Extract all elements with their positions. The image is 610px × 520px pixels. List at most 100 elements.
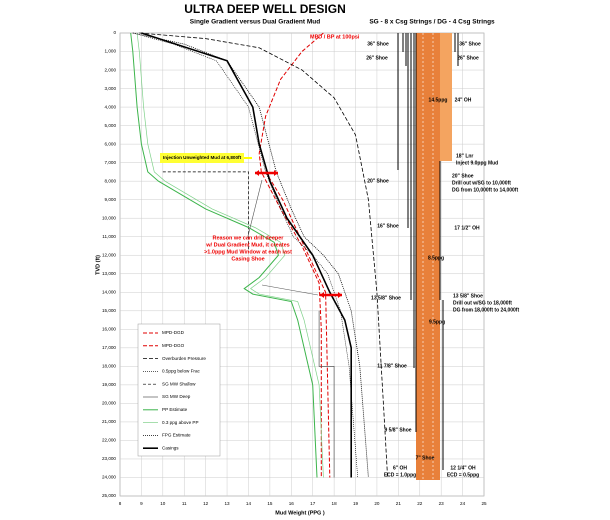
y-axis-label: TVD (ft) [95, 255, 101, 275]
y-tick-label: 24,000 [102, 475, 116, 480]
annotation: 8.5ppg [428, 255, 444, 261]
annotation: 20" Shoe [452, 173, 474, 179]
x-tick-label: 13 [224, 501, 230, 506]
annotation: Drill out w/SG to 18,000ft [453, 300, 512, 306]
riser [416, 33, 440, 480]
annotation: DG from 10,000ft to 14,000ft [452, 187, 518, 193]
annotation: 14.5ppg [429, 97, 448, 103]
annotation: 6" OH [393, 465, 407, 471]
chart-title: ULTRA DEEP WELL DESIGN [184, 2, 346, 16]
legend-label: 0.3 ppg above PP [162, 420, 199, 425]
well-schematic [397, 33, 459, 480]
x-tick-label: 10 [160, 501, 166, 506]
annotation: 16" Shoe [377, 223, 399, 229]
y-tick-label: 15,000 [102, 308, 116, 313]
annotation: Inject 9.0ppg Mud [456, 160, 498, 166]
annotation-box [160, 153, 244, 163]
legend-label: FPG Estimate [162, 433, 191, 438]
series-line [130, 32, 318, 478]
series-line [139, 32, 388, 478]
legend-label: 0.5ppg below Frac [162, 369, 200, 374]
x-tick-label: 22 [417, 501, 423, 506]
annotation: 26" Shoe [366, 55, 388, 61]
x-tick-label: 21 [396, 501, 402, 506]
annotation: Drill out w/SG to 10,000ft [452, 180, 511, 186]
annotation: 9.5ppg [429, 319, 445, 325]
x-tick-label: 23 [439, 501, 445, 506]
y-tick-label: 4,000 [105, 104, 117, 109]
y-tick-label: 5,000 [105, 123, 117, 128]
annotation: Injection Unweighted Mud at 6,800ft [163, 155, 242, 160]
annotation: 13 5/8" Shoe [371, 295, 401, 301]
series-line [265, 171, 331, 478]
annotation: w/ Dual Gradient Mud, it creates [205, 242, 289, 248]
y-tick-label: 20,000 [102, 401, 116, 406]
x-tick-label: 18 [332, 501, 338, 506]
y-tick-label: 14,000 [102, 289, 116, 294]
annotation: 13 5/8" Shoe [453, 293, 483, 299]
series-line [136, 32, 324, 478]
y-tick-label: 21,000 [102, 419, 116, 424]
legend-label: MPD-DGD [162, 330, 185, 335]
y-tick-label: 23,000 [102, 456, 116, 461]
annotation: DG from 18,000ft to 24,000ft [453, 307, 519, 313]
legend: MPD-DGD MPD-DGO Overburden Pressure 0.5ppg … [137, 323, 221, 457]
x-tick-label: 14 [246, 501, 252, 506]
x-axis-label: Mud Weight (PPG ) [275, 510, 325, 516]
y-tick-label: 17,000 [102, 345, 116, 350]
y-tick-label: 19,000 [102, 382, 116, 387]
x-tick-label: 12 [203, 501, 209, 506]
annotation: 18" Lnr [456, 153, 473, 159]
y-tick-label: 18,000 [102, 364, 116, 369]
annotations: 36" Shoe 36" Shoe 26" Shoe 26" Shoe 24" OH 14… [204, 41, 519, 478]
x-tick-label: 9 [140, 501, 143, 506]
y-tick-label: 1,000 [105, 49, 117, 54]
annotation: Reason we can drill deeper [213, 235, 285, 241]
annotation: ECD = 0.5ppg [447, 472, 479, 478]
annotation: 26" Shoe [457, 55, 479, 61]
annotation: 17 1/2" OH [454, 225, 480, 231]
chart-subtitle: Single Gradient versus Dual Gradient Mud [190, 19, 320, 26]
annotation: 36" Shoe [367, 41, 389, 47]
x-tick-label: 8 [119, 501, 122, 506]
annotation: Casing Shoe [231, 256, 264, 262]
y-tick-label: 25,000 [102, 493, 116, 498]
y-tick-label: 11,000 [102, 234, 116, 239]
plot [130, 32, 388, 478]
y-tick-label: 9,000 [105, 197, 117, 202]
legend-label: PP Estimate [162, 407, 188, 412]
series-line [132, 32, 358, 478]
y-tick-label: 2,000 [105, 67, 117, 72]
annotation: >1.0ppg Mud Window at each last [204, 249, 292, 255]
y-tick-label: 13,000 [102, 271, 116, 276]
annotation: 9 5/8" Shoe [384, 427, 411, 433]
y-tick-label: 16,000 [102, 327, 116, 332]
annotation: 20" Shoe [367, 178, 389, 184]
annotation: 24" OH [455, 97, 472, 103]
x-tick-label: 11 [182, 501, 187, 506]
x-tick-label: 19 [353, 501, 359, 506]
x-tick-label: 25 [481, 501, 487, 506]
y-tick-label: 6,000 [105, 141, 117, 146]
y-tick-label: 7,000 [105, 160, 117, 165]
y-tick-label: 8,000 [105, 178, 117, 183]
y-tick-label: 12,000 [102, 252, 116, 257]
legend-label: SG MW Shallow [162, 381, 196, 386]
legend-label: Overburden Pressure [162, 356, 206, 361]
series-line [162, 171, 249, 252]
series-line [318, 310, 335, 478]
legend-label: SG MW Deep [162, 394, 191, 399]
annotation: ECD = 1.0ppg [384, 472, 416, 478]
x-tick-label: 15 [267, 501, 273, 506]
y-tick-label: 22,000 [102, 438, 116, 443]
annotation: 36" Shoe [459, 41, 481, 47]
y-tick-label: 10,000 [102, 215, 116, 220]
x-tick-label: 20 [374, 501, 380, 506]
annotation: MPD / BP at 100psi [310, 34, 360, 40]
y-tick-label: 0 [113, 30, 116, 35]
casing-strings [439, 33, 459, 470]
annotation: 7" Shoe [416, 455, 435, 461]
legend-label: Casings [162, 445, 179, 450]
legend-label: MPD-DGO [162, 343, 185, 348]
